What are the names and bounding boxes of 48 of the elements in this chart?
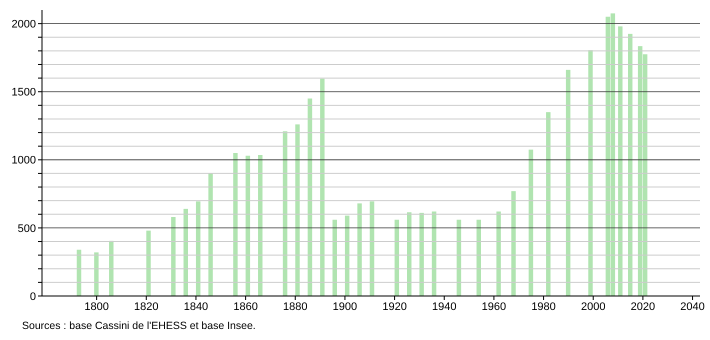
bar (109, 240, 114, 296)
bar (628, 34, 632, 296)
source-note: Sources : base Cassini de l'EHESS et base Insee. (22, 320, 256, 332)
x-tick-label: 1860 (233, 300, 258, 313)
bar (308, 98, 312, 296)
bar (282, 131, 288, 296)
bar (407, 212, 412, 296)
bar (196, 201, 200, 296)
bar (476, 220, 481, 296)
x-tick-label: 1920 (382, 300, 407, 313)
bar (146, 230, 151, 296)
x-tick-label: 1820 (134, 300, 159, 313)
bar (171, 217, 176, 296)
bar (332, 220, 337, 296)
bar (546, 112, 551, 296)
bar (208, 173, 213, 296)
bar (344, 216, 350, 296)
bar (528, 150, 534, 296)
bar (419, 212, 424, 296)
y-tick-label: 0 (30, 290, 36, 303)
bar (496, 212, 501, 296)
x-tick-label: 1960 (482, 300, 506, 313)
x-tick-label: 2000 (580, 300, 606, 313)
bar (432, 212, 436, 296)
y-tick-label: 2000 (12, 18, 36, 31)
bar (94, 252, 99, 296)
bar (566, 70, 570, 296)
bar (618, 26, 623, 296)
x-tick-label: 2020 (630, 300, 656, 313)
bar (184, 208, 188, 296)
x-tick-label: 1980 (531, 300, 556, 313)
bar (456, 220, 462, 296)
bar (246, 156, 250, 296)
bar (233, 153, 238, 296)
x-tick-label: 1900 (332, 300, 358, 313)
bar (357, 203, 362, 296)
x-tick-label: 1880 (283, 300, 308, 313)
bar (320, 78, 325, 296)
bar (394, 220, 400, 296)
x-tick-label: 1800 (84, 300, 109, 313)
y-tick-label: 500 (18, 222, 36, 235)
bar (258, 155, 262, 296)
x-tick-label: 1840 (184, 300, 208, 313)
y-tick-label: 1500 (12, 86, 36, 99)
y-tick-label: 1000 (12, 154, 36, 167)
x-tick-label: 1940 (432, 300, 456, 313)
bar (511, 191, 516, 296)
x-tick-label: 2040 (680, 300, 705, 313)
